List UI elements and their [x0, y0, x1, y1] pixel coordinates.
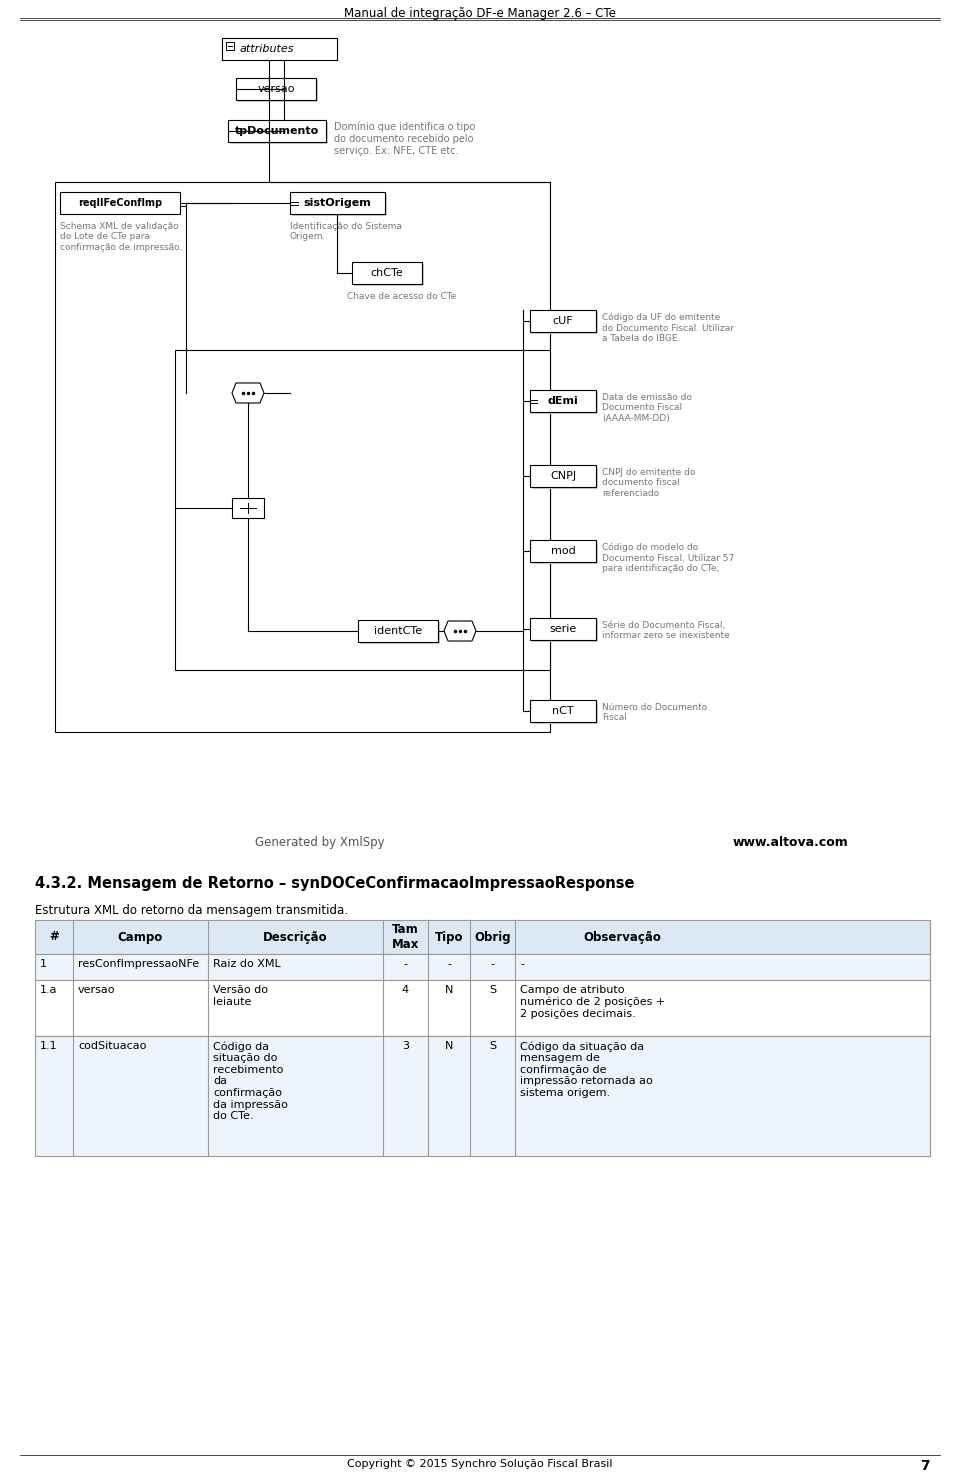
Bar: [358, 621, 438, 641]
Text: Número do Documento
Fiscal: Número do Documento Fiscal: [602, 703, 708, 723]
Text: Obrig: Obrig: [474, 930, 511, 943]
Text: Código do modelo do
Documento Fiscal. Utilizar 57
para identificação do CTe,: Código do modelo do Documento Fiscal. Ut…: [602, 544, 734, 573]
Bar: [532, 542, 598, 564]
Text: 4: 4: [402, 985, 409, 995]
Text: Tipo: Tipo: [435, 930, 464, 943]
Bar: [35, 920, 930, 954]
Text: reqlIFeConfImp: reqlIFeConfImp: [78, 198, 162, 207]
Text: Domínio que identifica o tipo
do documento recebido pelo
serviço. Ex: NFE, CTE e: Domínio que identifica o tipo do documen…: [334, 121, 475, 156]
Text: nCT: nCT: [552, 706, 574, 715]
Text: chCTe: chCTe: [371, 268, 403, 278]
Text: codSituacao: codSituacao: [78, 1041, 146, 1052]
Bar: [35, 980, 930, 1037]
Text: resConfImpressaoNFe: resConfImpressaoNFe: [78, 960, 199, 969]
Bar: [35, 954, 930, 980]
Text: -: -: [491, 960, 494, 969]
Bar: [55, 182, 550, 732]
Bar: [292, 194, 387, 216]
Bar: [530, 618, 596, 640]
Text: N: N: [444, 985, 453, 995]
Text: -: -: [403, 960, 407, 969]
Text: Tam
Max: Tam Max: [392, 923, 420, 951]
Text: Versão do
leiaute: Versão do leiaute: [213, 985, 268, 1007]
Bar: [228, 120, 326, 142]
Text: Manual de integração DF-e Manager 2.6 – CTe: Manual de integração DF-e Manager 2.6 – …: [344, 7, 616, 21]
Bar: [532, 702, 598, 724]
Bar: [532, 621, 598, 641]
Bar: [532, 392, 598, 415]
Text: S: S: [489, 985, 496, 995]
Bar: [290, 193, 385, 213]
Text: -: -: [447, 960, 451, 969]
Text: sistOrigem: sistOrigem: [303, 198, 372, 207]
Bar: [222, 39, 337, 61]
Text: Série do Documento Fiscal,
informar zero se inexistente: Série do Documento Fiscal, informar zero…: [602, 621, 730, 640]
Text: 4.3.2. Mensagem de Retorno – synDOCeConfirmacaoImpressaoResponse: 4.3.2. Mensagem de Retorno – synDOCeConf…: [35, 875, 635, 892]
Text: www.altova.com: www.altova.com: [732, 835, 848, 849]
Polygon shape: [232, 384, 264, 403]
Text: dEmi: dEmi: [547, 395, 578, 406]
Bar: [530, 541, 596, 561]
Text: cUF: cUF: [553, 315, 573, 326]
Bar: [532, 467, 598, 489]
Bar: [230, 121, 328, 144]
Bar: [360, 622, 440, 644]
Text: 1.a: 1.a: [40, 985, 58, 995]
Text: Descrição: Descrição: [263, 930, 327, 943]
Text: Código da UF do emitente
do Documento Fiscal. Utilizar
a Tabela do IBGE.: Código da UF do emitente do Documento Fi…: [602, 312, 734, 344]
Text: 1.1: 1.1: [40, 1041, 58, 1052]
Bar: [175, 350, 550, 669]
Text: Schema XML de validação
do Lote de CTe para
confirmação de impressão.: Schema XML de validação do Lote de CTe p…: [60, 222, 182, 252]
Text: Campo de atributo
numérico de 2 posições +
2 posições decimais.: Campo de atributo numérico de 2 posições…: [520, 985, 665, 1019]
Text: Identificação do Sistema
Origem.: Identificação do Sistema Origem.: [290, 222, 402, 241]
Text: Estrutura XML do retorno da mensagem transmitida.: Estrutura XML do retorno da mensagem tra…: [35, 903, 348, 917]
Text: attributes: attributes: [240, 44, 295, 53]
Bar: [236, 78, 316, 101]
Text: versao: versao: [78, 985, 115, 995]
Bar: [530, 390, 596, 412]
Text: Data de emissão do
Documento Fiscal
(AAAA-MM-DD): Data de emissão do Documento Fiscal (AAA…: [602, 392, 692, 422]
Text: Código da
situação do
recebimento
da
confirmação
da impressão
do CTe.: Código da situação do recebimento da con…: [213, 1041, 288, 1121]
Bar: [532, 312, 598, 335]
Polygon shape: [444, 621, 476, 641]
Text: mod: mod: [551, 546, 575, 555]
Bar: [354, 264, 424, 286]
Text: CNPJ do emitente do
documento fiscal
referenciado: CNPJ do emitente do documento fiscal ref…: [602, 468, 695, 498]
Bar: [530, 701, 596, 723]
Text: 1: 1: [40, 960, 47, 969]
Bar: [238, 80, 318, 102]
Text: 3: 3: [402, 1041, 409, 1052]
Text: Chave de acesso do CTe: Chave de acesso do CTe: [347, 292, 456, 301]
Bar: [60, 193, 180, 213]
Bar: [352, 262, 422, 284]
Text: 7: 7: [921, 1459, 930, 1474]
Text: S: S: [489, 1041, 496, 1052]
Text: tpDocumento: tpDocumento: [235, 126, 319, 136]
Bar: [35, 1037, 930, 1157]
Bar: [530, 310, 596, 332]
Text: #: #: [49, 930, 59, 943]
Text: Generated by XmlSpy: Generated by XmlSpy: [255, 835, 385, 849]
Text: Campo: Campo: [118, 930, 163, 943]
Text: Copyright © 2015 Synchro Solução Fiscal Brasil: Copyright © 2015 Synchro Solução Fiscal …: [348, 1459, 612, 1469]
Text: Código da situação da
mensagem de
confirmação de
impressão retornada ao
sistema : Código da situação da mensagem de confir…: [520, 1041, 653, 1097]
Bar: [530, 465, 596, 487]
Text: -: -: [520, 960, 524, 969]
Text: versao: versao: [257, 84, 295, 93]
Text: Raiz do XML: Raiz do XML: [213, 960, 280, 969]
Text: identCTe: identCTe: [374, 626, 422, 635]
Text: N: N: [444, 1041, 453, 1052]
Bar: [232, 498, 264, 518]
Text: Observação: Observação: [584, 930, 661, 943]
Bar: [226, 41, 234, 50]
Text: serie: serie: [549, 624, 577, 634]
Text: CNPJ: CNPJ: [550, 471, 576, 481]
